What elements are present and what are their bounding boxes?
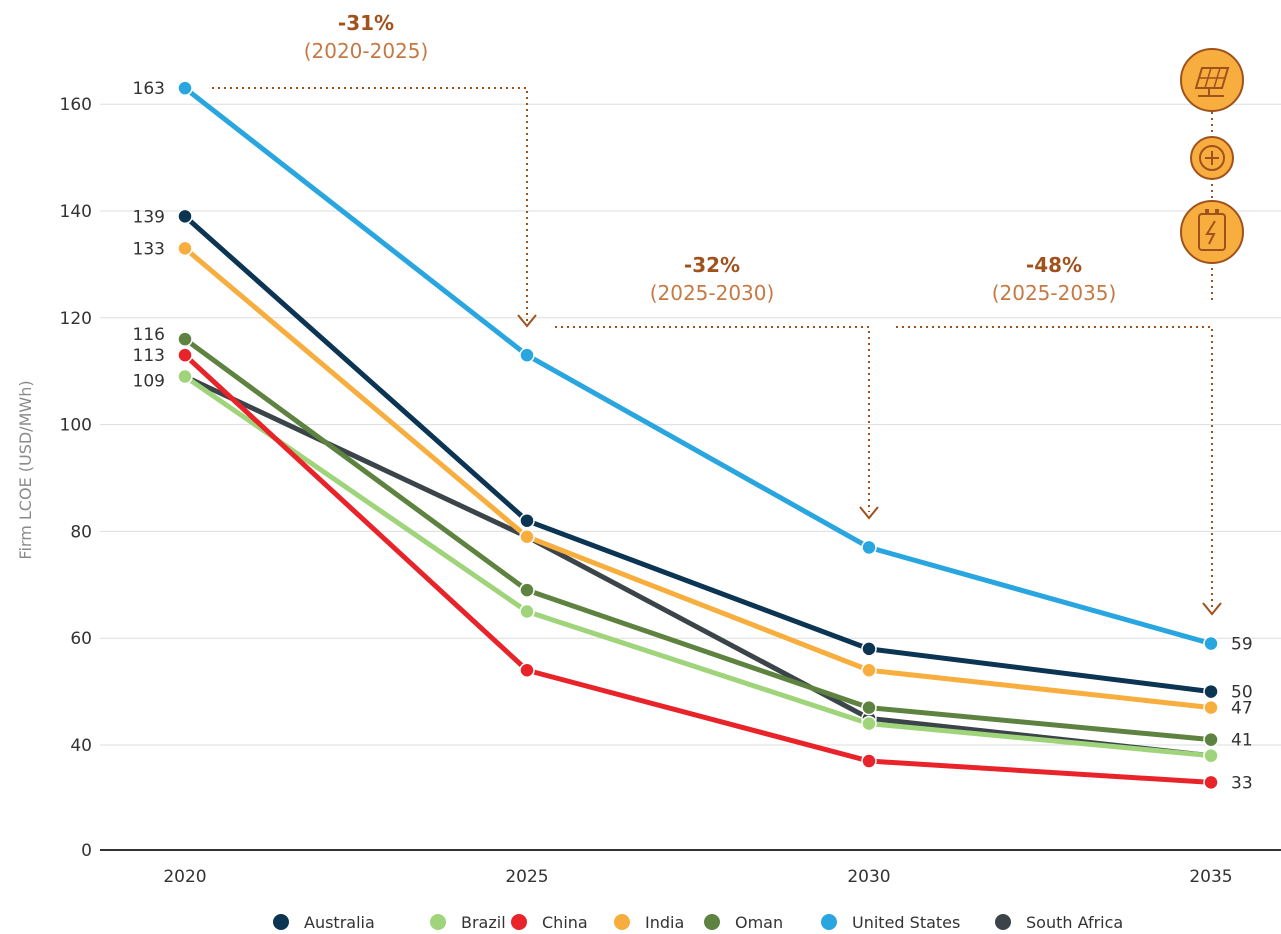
data-point-brazil <box>177 368 193 385</box>
legend-swatch <box>273 914 289 930</box>
legend-label: United States <box>852 913 960 932</box>
data-point-united-states <box>1203 635 1219 652</box>
legend-swatch <box>614 914 630 930</box>
data-point-brazil <box>519 603 535 620</box>
start-value-label: 109 <box>133 372 165 392</box>
series-line-brazil <box>182 374 1214 759</box>
series-line-south-africa <box>182 374 1214 759</box>
series-line-oman <box>182 336 1214 743</box>
legend-swatch <box>995 914 1011 930</box>
plus-icon <box>1190 136 1234 180</box>
data-point-united-states <box>861 539 877 556</box>
legend-label: India <box>645 913 684 932</box>
end-value-label: 59 <box>1231 635 1253 655</box>
data-point-united-states <box>519 347 535 363</box>
y-tick-label: 40 <box>70 736 92 756</box>
data-point-australia <box>861 641 877 657</box>
data-point-india <box>861 662 877 678</box>
x-tick-label: 2020 <box>163 867 206 887</box>
annotation-1-range: (2020-2025) <box>304 39 429 63</box>
data-point-brazil <box>861 715 877 732</box>
legend-label: South Africa <box>1026 913 1123 932</box>
series-line-australia <box>182 213 1214 695</box>
end-value-label: 33 <box>1231 773 1253 793</box>
y-tick-label: 120 <box>60 309 92 329</box>
annotations: -31% (2020-2025) -32% (2025-2030) -48% (… <box>304 11 1117 305</box>
solar-panel-icon <box>1180 48 1244 112</box>
annotation-1-pct: -31% <box>338 11 394 35</box>
annotation-2-pct: -32% <box>684 253 740 277</box>
data-point-brazil <box>1203 747 1219 764</box>
start-value-label: 116 <box>133 325 165 345</box>
y-tick-label: 60 <box>70 629 92 649</box>
data-point-oman <box>861 699 877 716</box>
arrowhead-2035 <box>1202 602 1222 616</box>
x-tick-label: 2025 <box>505 867 548 887</box>
data-point-china <box>1203 774 1219 791</box>
start-value-label: 133 <box>133 239 165 259</box>
end-value-label: 50 <box>1231 683 1253 703</box>
data-point-china <box>177 347 193 363</box>
annotation-3-pct: -48% <box>1026 253 1082 277</box>
y-axis-ticks: 0 40 60 80 100 120 140 160 <box>60 95 92 861</box>
data-point-oman <box>177 331 193 347</box>
legend-label: Oman <box>735 913 783 932</box>
legend-label: Australia <box>304 913 375 932</box>
end-value-label: 47 <box>1231 699 1253 719</box>
series-lines <box>182 85 1214 785</box>
start-value-label: 163 <box>133 79 165 99</box>
legend: Australia Brazil China India Oman United Stat… <box>273 913 1123 932</box>
series-line-china <box>182 352 1214 785</box>
x-tick-label: 2035 <box>1189 867 1232 887</box>
annotation-2-range: (2025-2030) <box>650 281 775 305</box>
data-point-china <box>519 662 535 678</box>
data-point-oman <box>1203 731 1219 748</box>
data-point-china <box>861 753 877 769</box>
data-point-india <box>177 240 193 257</box>
y-tick-label: 0 <box>81 841 92 861</box>
arrowhead-2030 <box>859 506 879 520</box>
arrowhead-2025 <box>517 314 537 328</box>
y-tick-label: 140 <box>60 202 92 222</box>
data-point-india <box>1203 699 1219 716</box>
legend-swatch <box>511 914 527 930</box>
legend-label: China <box>542 913 588 932</box>
battery-icon <box>1180 200 1244 264</box>
data-point-oman <box>519 582 535 598</box>
data-point-australia <box>1203 683 1219 700</box>
data-point-australia <box>177 208 193 225</box>
data-point-united-states <box>177 80 193 96</box>
start-value-label: 113 <box>133 346 165 366</box>
data-point-india <box>519 528 535 545</box>
series-line-united-states <box>182 85 1214 647</box>
y-tick-label: 160 <box>60 95 92 115</box>
annotation-3-range: (2025-2035) <box>992 281 1117 305</box>
start-value-label: 139 <box>133 207 165 227</box>
arrow-2025-2030 <box>555 326 870 512</box>
x-tick-label: 2030 <box>847 867 890 887</box>
data-point-australia <box>519 512 535 529</box>
y-axis-label: Firm LCOE (USD/MWh) <box>16 380 35 559</box>
arrow-2025-2035 <box>896 326 1213 610</box>
legend-label: Brazil <box>461 913 506 932</box>
series-points <box>177 80 1219 791</box>
legend-swatch <box>704 914 720 930</box>
arrow-2020-2025 <box>212 87 528 322</box>
series-line-india <box>182 245 1214 711</box>
legend-swatch <box>430 914 446 930</box>
y-tick-label: 80 <box>70 522 92 542</box>
x-axis-ticks: 2020 2025 2030 2035 <box>163 867 1232 887</box>
end-value-label: 41 <box>1231 731 1253 751</box>
y-tick-label: 100 <box>60 416 92 436</box>
annotation-arrows <box>212 87 1222 616</box>
legend-swatch <box>821 914 837 930</box>
